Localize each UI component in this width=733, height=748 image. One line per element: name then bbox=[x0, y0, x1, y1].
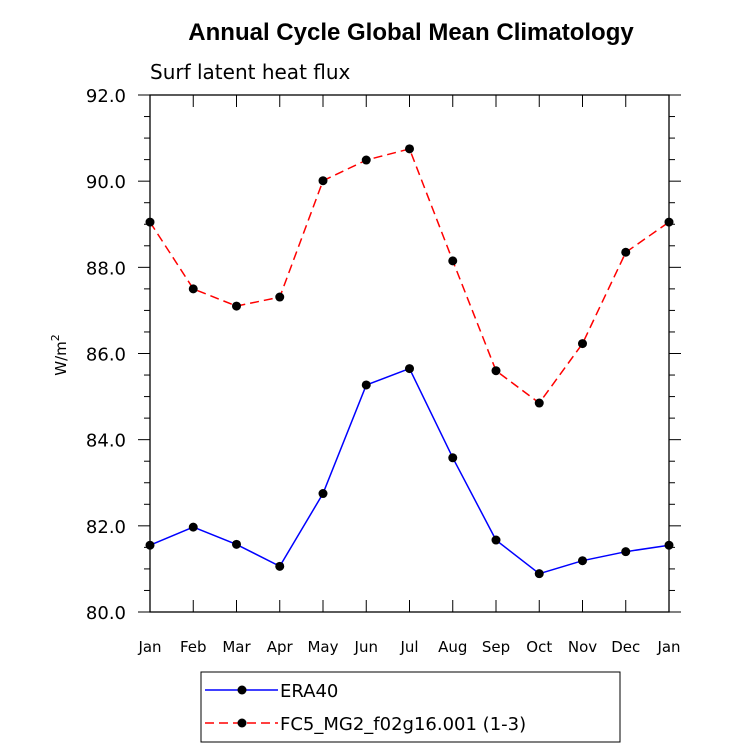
series-0-point bbox=[188, 522, 198, 532]
x-tick-label: Mar bbox=[222, 638, 251, 656]
x-tick-label: Jul bbox=[399, 638, 418, 656]
series-1-point bbox=[664, 217, 674, 227]
x-tick-label: Aug bbox=[438, 638, 467, 656]
legend-marker-1 bbox=[237, 718, 247, 728]
y-tick-label: 92.0 bbox=[86, 86, 126, 107]
series-1-point bbox=[621, 247, 631, 257]
series-0-point bbox=[664, 540, 674, 550]
series-0-point bbox=[621, 547, 631, 557]
series-0-point bbox=[578, 556, 587, 566]
x-tick-label: Jan bbox=[137, 638, 161, 656]
series-1-point bbox=[578, 339, 587, 349]
y-tick-label: 82.0 bbox=[86, 517, 126, 538]
y-tick-label: 80.0 bbox=[86, 603, 126, 624]
plot-frame bbox=[149, 94, 670, 613]
legend-marker-0 bbox=[237, 685, 247, 695]
x-tick-label: Sep bbox=[482, 638, 510, 656]
x-tick-label: Oct bbox=[526, 638, 552, 656]
series-1-point bbox=[188, 284, 198, 294]
series-0-point bbox=[491, 535, 501, 545]
y-tick-label: 90.0 bbox=[86, 172, 126, 193]
series-1-point bbox=[405, 144, 414, 154]
y-tick-label: 84.0 bbox=[86, 431, 126, 452]
x-tick-label: Apr bbox=[267, 638, 294, 656]
series-1-point bbox=[534, 398, 544, 408]
y-axis-label-superscript: 2 bbox=[49, 334, 62, 341]
chart-subtitle: Surf latent heat flux bbox=[150, 60, 351, 84]
series-1-point bbox=[491, 366, 501, 376]
x-tick-label: Jun bbox=[354, 638, 378, 656]
y-axis-label: W/m2 bbox=[49, 334, 70, 376]
series-0-point bbox=[145, 540, 155, 550]
series-1-point bbox=[361, 155, 371, 165]
series-1-point bbox=[145, 217, 155, 227]
legend-label-1: FC5_MG2_f02g16.001 (1-3) bbox=[280, 714, 526, 735]
chart-title: Annual Cycle Global Mean Climatology bbox=[188, 19, 634, 46]
legend-label-0: ERA40 bbox=[280, 681, 338, 702]
series-1-point bbox=[232, 301, 241, 311]
x-axis-ticks: Jan Feb Mar Apr May Jun Jul Aug Sep Oct Nov Dec Jan bbox=[137, 95, 681, 656]
y-axis-label-unit: W/m bbox=[52, 341, 70, 376]
series-1-point bbox=[448, 256, 458, 266]
series-0-point bbox=[405, 364, 414, 374]
x-tick-label: May bbox=[307, 638, 338, 656]
legend: ERA40 FC5_MG2_f02g16.001 (1-3) bbox=[200, 671, 621, 743]
series-0-point bbox=[232, 539, 241, 549]
series-1-point bbox=[318, 176, 328, 186]
series-1-point bbox=[275, 292, 285, 302]
series-0-point bbox=[361, 380, 371, 390]
series-0-point bbox=[448, 453, 458, 463]
x-tick-label: Jan bbox=[656, 638, 680, 656]
y-axis-ticks: 80.0 82.0 84.0 86.0 88.0 90.0 92.0 bbox=[86, 86, 681, 624]
series-layer bbox=[145, 144, 674, 579]
y-tick-label: 86.0 bbox=[86, 345, 126, 366]
x-tick-label: Dec bbox=[611, 638, 640, 656]
series-0-point bbox=[275, 561, 285, 571]
plot-area bbox=[149, 94, 670, 613]
x-tick-label: Feb bbox=[180, 638, 207, 656]
x-tick-label: Nov bbox=[568, 638, 597, 656]
y-tick-label: 88.0 bbox=[86, 258, 126, 279]
series-0-point bbox=[534, 569, 544, 579]
series-line-0 bbox=[149, 367, 670, 575]
series-0-point bbox=[318, 489, 328, 499]
legend-box bbox=[200, 671, 621, 743]
